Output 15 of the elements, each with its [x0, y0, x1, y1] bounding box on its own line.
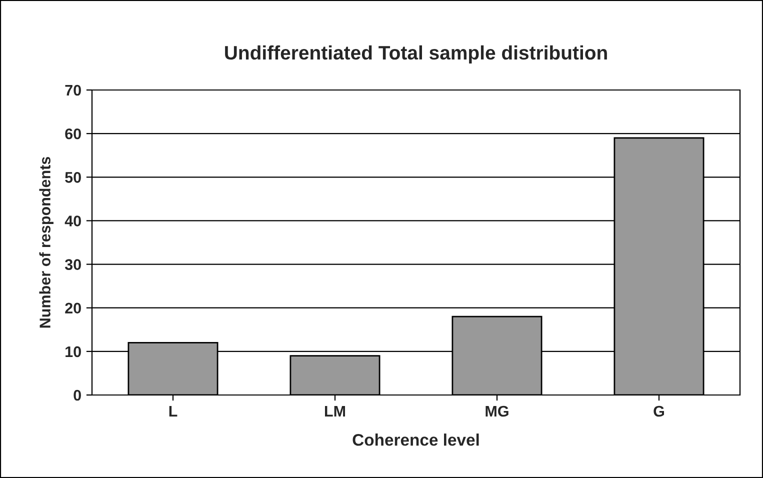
- y-tick-label: 40: [64, 216, 81, 226]
- y-tick-label: 10: [66, 346, 81, 358]
- y-tick-label: 70: [65, 84, 81, 96]
- y-tick-label: 50: [65, 172, 81, 183]
- y-tick-label: 0: [74, 390, 81, 401]
- x-tick-label: LM: [324, 406, 346, 416]
- y-tick-label: 60: [65, 128, 81, 140]
- chart-title: Undifferentiated Total sample distribution: [225, 45, 607, 64]
- y-tick-label: 30: [64, 259, 81, 270]
- y-axis-title: Number of respondents: [39, 156, 54, 328]
- x-axis-title: Coherence level: [352, 434, 479, 446]
- y-tick-label: 20: [65, 302, 81, 314]
- x-tick-label: G: [654, 406, 664, 417]
- x-tick-label: L: [169, 406, 178, 416]
- x-tick-label: MG: [486, 406, 508, 417]
